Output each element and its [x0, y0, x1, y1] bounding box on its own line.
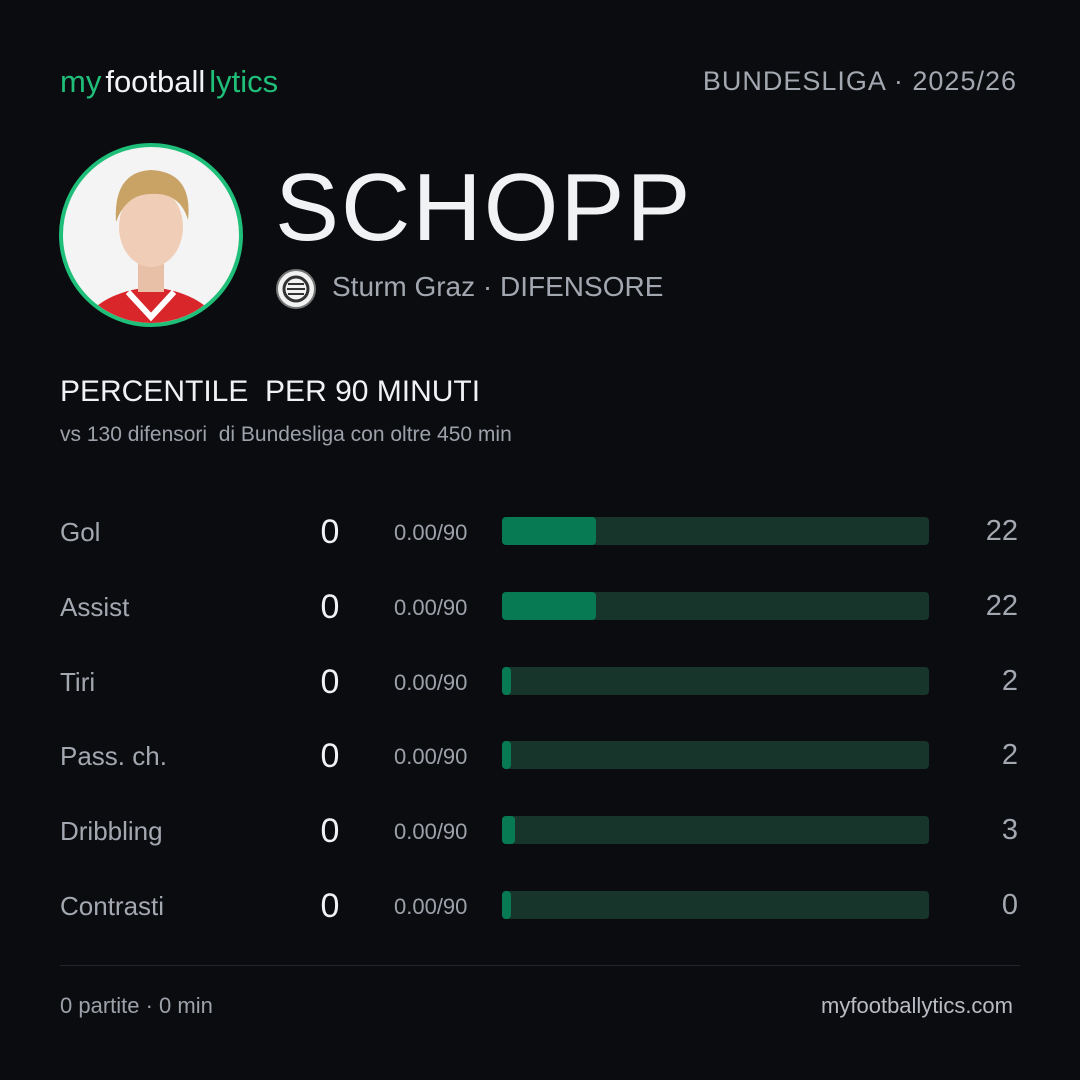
- percentile-bar: [502, 666, 511, 695]
- stat-row: Assist 0 0.00/90 22: [0, 586, 1080, 626]
- stat-per90: 0.00/90: [394, 520, 468, 545]
- stat-row: Dribbling 0 0.00/90 3: [0, 810, 1080, 850]
- bar-track: [502, 591, 929, 620]
- bar-track: [502, 741, 929, 770]
- player-name: SCHOPP: [275, 154, 693, 261]
- stat-row: Gol 0 0.00/90 22: [0, 511, 1080, 551]
- percentile-bar: [502, 741, 511, 770]
- brand-part: lytics: [209, 64, 279, 99]
- percentile-bar: [502, 591, 596, 620]
- percentile-label: 22: [985, 515, 1018, 547]
- stat-label: Gol: [60, 517, 101, 547]
- stat-value: 0: [320, 662, 340, 701]
- brand-part: football: [105, 64, 206, 99]
- stat-per90: 0.00/90: [394, 894, 468, 919]
- player-photo: [59, 143, 243, 327]
- stat-value: 0: [320, 812, 340, 851]
- team-crest: [276, 269, 316, 309]
- section-title: PERCENTILE PER 90 MINUTI: [60, 375, 481, 408]
- percentile-label: 22: [985, 589, 1018, 622]
- brand: my football lytics: [60, 66, 278, 97]
- percentile-label: 2: [1001, 664, 1018, 697]
- stat-label: Dribbling: [60, 816, 163, 847]
- bar-track: [502, 816, 929, 845]
- section-subtitle: vs 130 difensori di Bundesliga con oltre…: [60, 423, 512, 446]
- stat-per90: 0.00/90: [394, 744, 468, 770]
- brand-part: my: [60, 64, 102, 99]
- stat-per90: 0.00/90: [394, 669, 468, 695]
- team-position: Sturm Graz · DIFENSORE: [332, 271, 664, 302]
- stat-row: Tiri 0 0.00/90 2: [0, 661, 1080, 701]
- stat-per90: 0.00/90: [394, 594, 468, 620]
- stat-label: Tiri: [60, 666, 96, 697]
- stat-label: Contrasti: [60, 891, 165, 921]
- percentile-bar: [502, 517, 596, 545]
- percentile-bar: [502, 816, 515, 845]
- footer-site: myfootballytics.com: [821, 993, 1013, 1018]
- stat-value: 0: [320, 887, 340, 925]
- stat-per90: 0.00/90: [394, 819, 468, 845]
- percentile-label: 0: [1001, 889, 1018, 921]
- stat-value: 0: [320, 587, 340, 626]
- stat-label: Pass. ch.: [60, 741, 167, 772]
- stat-value: 0: [320, 737, 340, 776]
- percentile-bar: [502, 891, 511, 919]
- footer-stats: 0 partite · 0 min: [60, 993, 213, 1018]
- bar-track: [502, 517, 929, 545]
- stat-row: Contrasti 0 0.00/90 0: [0, 885, 1080, 925]
- stat-label: Assist: [60, 591, 130, 622]
- percentile-label: 2: [1001, 739, 1018, 772]
- stat-value: 0: [320, 513, 340, 551]
- bar-track: [502, 666, 929, 695]
- bar-track: [502, 891, 929, 919]
- stat-row: Pass. ch. 0 0.00/90 2: [0, 735, 1080, 775]
- percentile-label: 3: [1001, 814, 1018, 847]
- divider: [60, 965, 1020, 966]
- league: BUNDESLIGA · 2025/26: [702, 66, 1017, 96]
